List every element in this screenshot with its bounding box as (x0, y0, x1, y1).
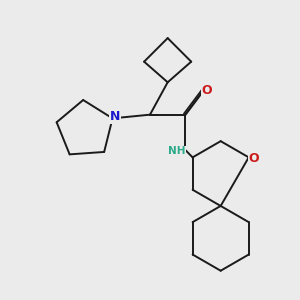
Text: O: O (249, 152, 259, 165)
Text: NH: NH (168, 146, 186, 156)
Text: N: N (110, 110, 120, 123)
Text: O: O (201, 84, 212, 97)
